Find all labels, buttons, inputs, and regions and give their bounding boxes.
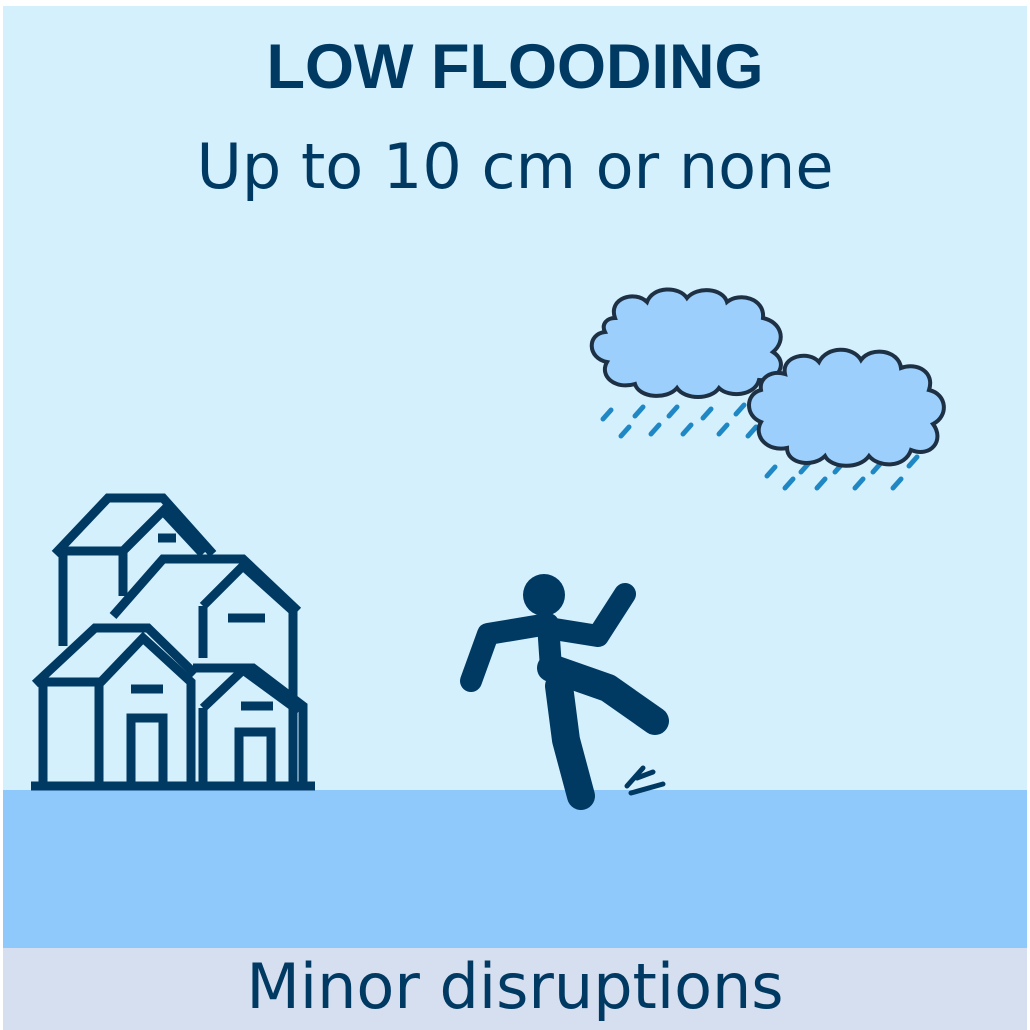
flood-level-card: LOW FLOODING Up to 10 cm or none Minor d… (3, 6, 1027, 1030)
illustration (31, 287, 946, 810)
water-band (3, 790, 1027, 948)
footer-label: Minor disruptions (246, 950, 784, 1023)
rain-cloud-icon (589, 287, 946, 491)
card-title: LOW FLOODING (266, 32, 764, 102)
person-slipping-icon (460, 574, 669, 810)
card-subtitle: Up to 10 cm or none (196, 130, 834, 203)
houses-icon (31, 493, 315, 791)
footer-band (3, 948, 1027, 1030)
water-splash-icon (624, 765, 666, 796)
